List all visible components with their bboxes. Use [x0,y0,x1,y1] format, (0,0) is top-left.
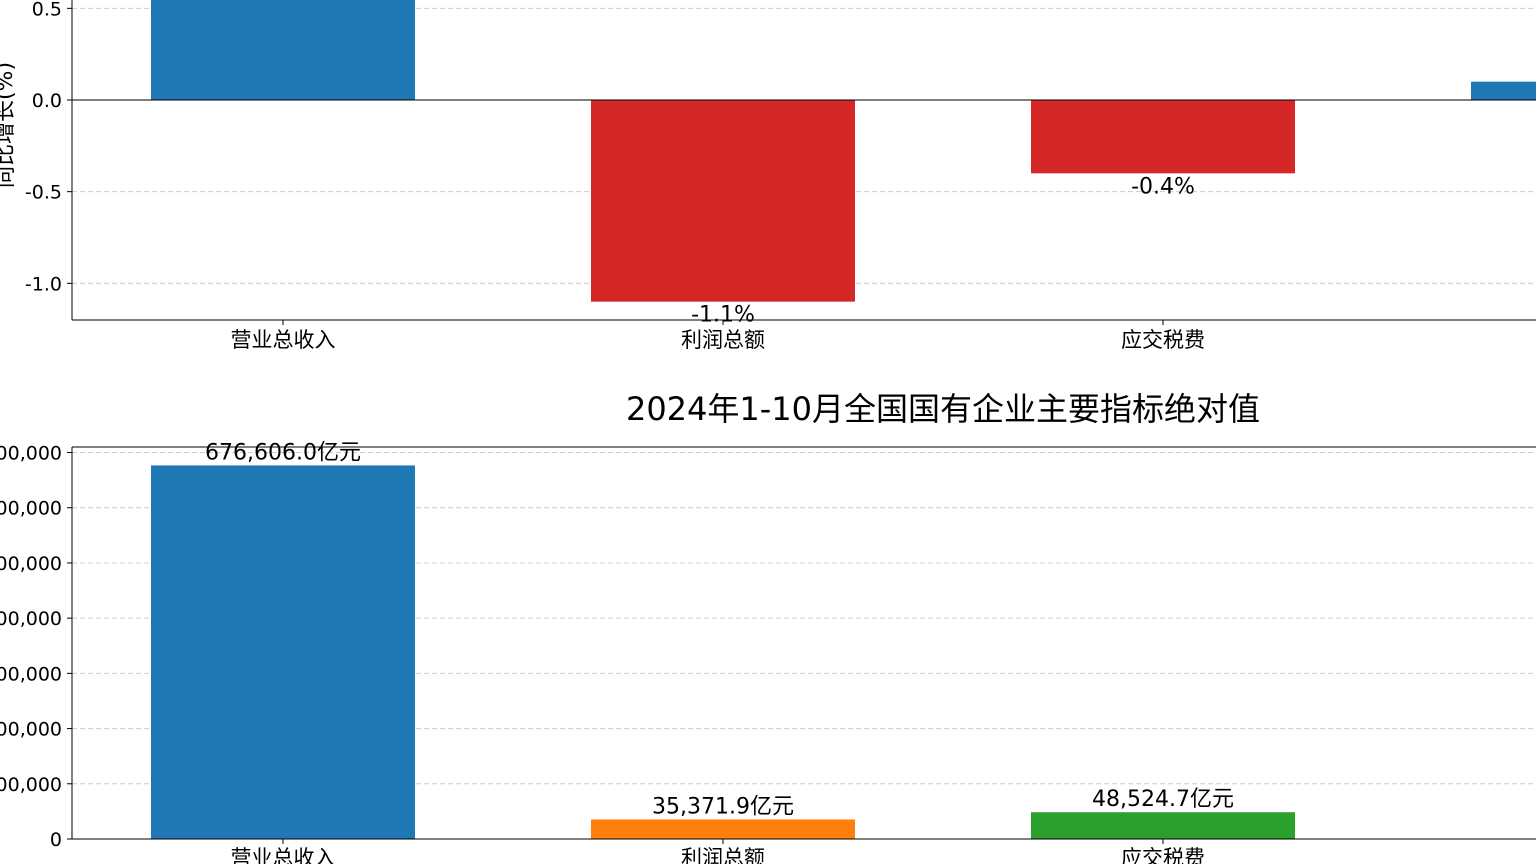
x-tick-label: 应交税费 [1121,328,1205,352]
y-axis-label: 同比增长(%) [0,62,18,188]
x-tick-label: 应交税费 [1121,846,1205,864]
x-tick-label: 营业总收入 [231,846,336,864]
y-tick-label: 0.5 [32,0,62,20]
bar [1031,100,1295,174]
chart-title: 2024年1-10月全国国有企业主要指标绝对值 [626,390,1260,428]
data-label: 676,606.0亿元 [205,440,361,465]
x-tick-label: 利润总额 [681,328,765,352]
bar [1471,81,1536,100]
x-tick-label: 营业总收入 [231,328,336,352]
y-tick-label: -0.5 [25,182,62,204]
y-tick-label: 00,000 [0,774,62,796]
bar [591,819,855,839]
bar [151,465,415,839]
y-tick-label: 00,000 [0,443,62,465]
y-tick-label: 00,000 [0,498,62,520]
bar [151,0,415,100]
data-label: 35,371.9亿元 [652,794,794,819]
y-tick-label: 00,000 [0,719,62,741]
y-tick-label: 00,000 [0,663,62,685]
data-label: 48,524.7亿元 [1092,787,1234,812]
y-tick-label: 0 [50,829,62,851]
y-tick-label: 0.0 [32,90,62,112]
x-tick-label: 利润总额 [681,846,765,864]
y-tick-label: 00,000 [0,553,62,575]
bar [1031,812,1295,839]
y-tick-label: 00,000 [0,608,62,630]
bar [591,100,855,302]
data-label: -0.4% [1131,174,1195,199]
y-tick-label: -1.0 [25,273,62,295]
